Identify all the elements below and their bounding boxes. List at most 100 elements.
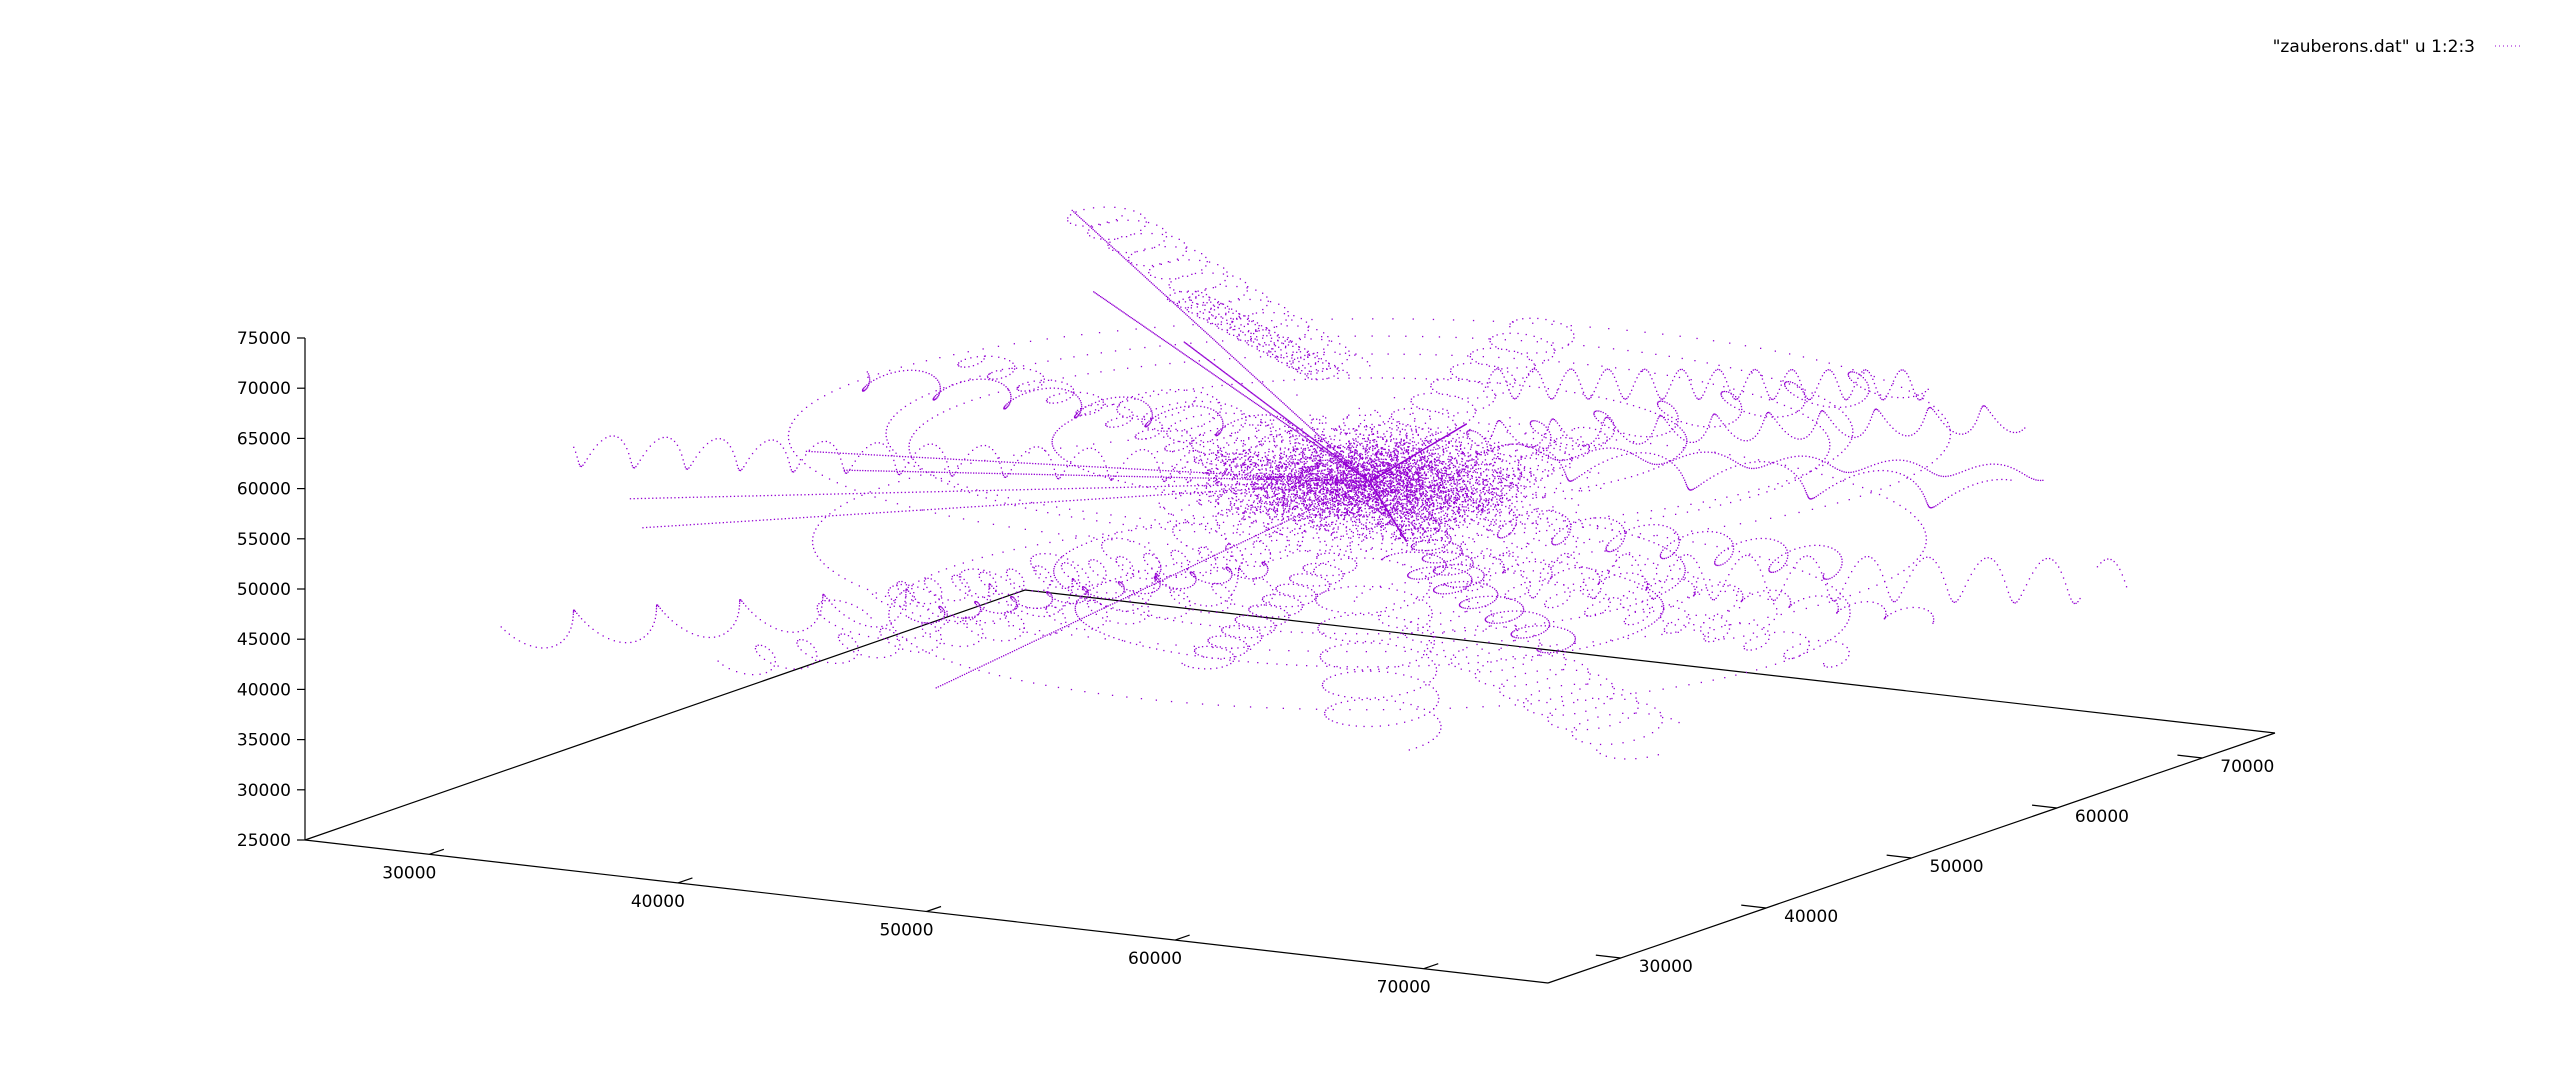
data-point: [1421, 501, 1424, 503]
data-point: [1223, 455, 1225, 458]
data-point: [1413, 465, 1415, 467]
data-point: [1456, 462, 1458, 464]
data-point: [1372, 459, 1374, 461]
data-point: [1365, 468, 1367, 470]
data-point: [1400, 478, 1402, 480]
data-point: [1357, 470, 1360, 472]
data-point: [1297, 462, 1299, 464]
data-point: [1376, 474, 1378, 476]
data-point: [1379, 415, 1381, 417]
data-point: [1384, 490, 1386, 492]
data-point: [1270, 481, 1273, 484]
data-point: [1417, 464, 1419, 466]
data-point: [1351, 502, 1353, 504]
data-point: [1393, 488, 1395, 491]
data-point: [1359, 444, 1361, 446]
data-point: [1339, 522, 1341, 525]
data-point: [1356, 465, 1359, 468]
data-point: [1436, 527, 1438, 529]
data-point: [1215, 475, 1217, 477]
data-point: [1463, 471, 1465, 473]
data-point: [1273, 444, 1276, 447]
data-point: [1353, 462, 1356, 464]
data-point: [1225, 455, 1227, 458]
data-point: [1371, 506, 1373, 508]
data-point: [1415, 480, 1417, 482]
data-point: [1268, 523, 1270, 525]
data-point: [1460, 543, 1462, 545]
data-point: [1421, 528, 1424, 530]
data-point: [1446, 432, 1449, 434]
data-point: [1399, 479, 1402, 481]
data-point: [1470, 446, 1472, 448]
data-point: [1475, 464, 1477, 466]
data-point: [1515, 450, 1517, 452]
data-point: [1315, 478, 1317, 481]
data-point: [1407, 493, 1409, 495]
data-point: [1287, 466, 1289, 468]
data-point: [1416, 470, 1419, 472]
data-point: [1391, 533, 1393, 535]
data-point: [1429, 440, 1431, 442]
data-point: [1315, 499, 1317, 501]
data-point: [1518, 469, 1521, 471]
data-point: [1378, 486, 1380, 488]
data-point: [1212, 417, 1214, 419]
data-point: [1397, 492, 1399, 494]
data-point: [1309, 440, 1312, 443]
data-point: [1325, 492, 1327, 494]
data-point: [1399, 523, 1401, 526]
data-point: [1208, 473, 1210, 475]
data-point: [1532, 431, 1534, 434]
data-point: [1324, 529, 1326, 531]
data-point: [1335, 474, 1337, 476]
data-point: [1328, 510, 1331, 512]
data-point: [1470, 495, 1472, 498]
data-point: [1399, 497, 1401, 499]
data-point: [1352, 507, 1354, 509]
data-point: [1272, 526, 1274, 528]
data-point: [1303, 518, 1305, 520]
data-point: [1412, 534, 1414, 536]
data-point: [1342, 451, 1345, 453]
data-point: [1244, 469, 1246, 472]
data-point: [1367, 516, 1369, 518]
data-point: [1285, 466, 1287, 468]
data-point: [1432, 449, 1434, 451]
data-point: [1425, 490, 1428, 493]
data-point: [1424, 440, 1426, 442]
data-point: [1469, 459, 1471, 461]
data-point: [1438, 488, 1440, 490]
data-point: [1381, 476, 1383, 478]
data-point: [1312, 476, 1314, 478]
data-point: [1353, 498, 1355, 500]
data-point: [1306, 505, 1309, 507]
data-point: [1292, 507, 1295, 509]
data-point: [1361, 486, 1363, 488]
data-point: [1397, 478, 1399, 480]
data-point: [1362, 438, 1364, 440]
data-point: [1319, 527, 1321, 530]
data-point: [1380, 513, 1383, 515]
data-point: [1388, 464, 1390, 466]
data-point: [1427, 499, 1429, 501]
data-point: [1470, 468, 1472, 470]
data-point: [1303, 498, 1305, 500]
data-point: [1312, 418, 1314, 420]
data-point: [1298, 497, 1300, 499]
data-point: [1351, 509, 1353, 511]
data-point: [1300, 500, 1302, 502]
data-point: [1495, 523, 1497, 525]
data-point: [1413, 420, 1416, 422]
data-point: [1420, 488, 1423, 490]
data-point: [1384, 527, 1386, 529]
data-point: [1254, 494, 1256, 496]
data-point: [1405, 425, 1407, 427]
data-point: [1432, 496, 1434, 498]
data-point: [1277, 527, 1279, 530]
data-point: [1461, 453, 1464, 455]
data-point: [1281, 440, 1283, 442]
data-point: [1437, 453, 1439, 455]
data-point: [1411, 499, 1413, 502]
data-point: [1471, 475, 1473, 478]
